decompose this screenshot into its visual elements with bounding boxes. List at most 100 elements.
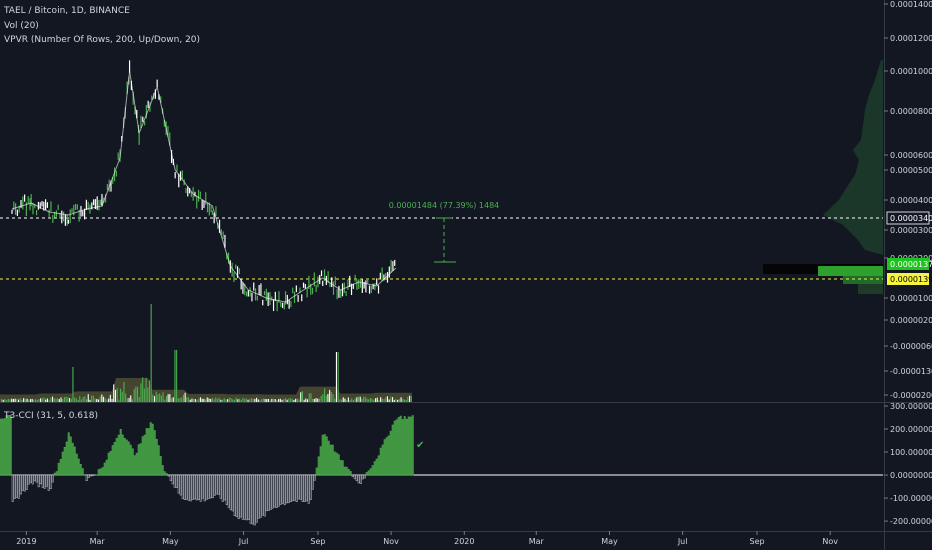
cci-bar [367,470,370,476]
cci-bar [127,441,130,476]
volume-bar [269,399,271,402]
volume-bar [339,399,341,402]
volume-bar [2,399,4,402]
volume-bar [131,399,133,402]
volume-bar [114,389,116,402]
volume-bar [351,398,353,402]
volume-bar [159,393,161,402]
cci-bar [43,474,46,489]
symbol-legend[interactable]: TAEL / Bitcoin, 1D, BINANCE [4,6,130,16]
volume-legend[interactable]: Vol (20) [4,21,39,31]
volume-bar [184,392,186,402]
volume-bar [318,398,320,402]
volume-bar [53,398,55,402]
volume-bar [147,387,149,402]
volume-bar [16,398,18,402]
volume-bar [354,398,356,402]
volume-bar [242,397,244,402]
cci-bar [373,461,376,476]
cci-bar [53,472,56,476]
cci-bar [281,474,284,504]
volume-bar [247,399,249,402]
cci-bar [193,474,196,500]
cci-bar [11,474,14,502]
cci-bar [253,474,256,526]
cci-bar [81,468,84,476]
cci-bar [99,468,102,476]
cci-legend[interactable]: T3-CCI (31, 5, 0.618) [4,411,98,421]
cci-bar [177,474,180,494]
volume-bar [169,394,171,402]
volume-bar [386,396,388,402]
cci-bar [319,446,322,476]
volume-bar [45,399,47,402]
volume-bar [257,399,259,402]
volume-bar [232,399,234,402]
volume-bar [363,396,365,402]
volume-bar [313,398,315,402]
volume-bar [405,399,407,402]
cci-bar [323,434,326,476]
cci-bar [139,443,142,476]
volume-bar [137,386,139,402]
volume-bar [334,398,336,402]
volume-bar [135,386,137,402]
volume-bar [337,352,339,402]
volume-bar [176,350,178,402]
cci-bar [349,471,352,476]
cci-bar [279,474,282,505]
volume-bar [160,395,162,402]
cci-bar [167,474,170,477]
cci-bar [51,474,54,483]
cci-bar [333,451,336,476]
volume-bar [400,397,402,402]
cci-bar [197,474,200,500]
volume-bar [245,398,247,402]
volume-bar [123,382,125,402]
volume-bar [303,399,305,402]
volume-bar [26,398,28,402]
price-tick-label: -0.00002000 [890,391,932,400]
cci-bar [73,446,76,476]
cci-bar [401,419,404,476]
cci-bar [267,474,270,511]
volume-bar [266,399,268,402]
volume-bar [213,399,215,402]
vpvr-upper-area [823,60,883,255]
volume-bar [325,395,327,402]
volume-bar [128,397,130,402]
cci-bar [289,474,292,502]
cci-tick-label: 0.00000000 [890,471,932,480]
cci-bar [69,436,72,476]
volume-bar [346,399,348,402]
volume-bar [4,399,6,402]
volume-bar [308,393,310,402]
cci-bar [21,474,24,491]
cci-bar [233,474,236,516]
volume-bar [264,398,266,402]
cci-bar [391,424,394,476]
cci-bar [173,474,176,488]
volume-bar [344,398,346,402]
cci-bar [397,417,400,476]
volume-bar [361,398,363,402]
cci-bar [157,445,160,476]
volume-bar [84,396,86,402]
volume-bar [284,398,286,402]
vpvr-bottom [858,284,883,294]
volume-bar [220,399,222,402]
cci-bar [339,459,342,476]
volume-bar [111,398,113,402]
vpvr-legend[interactable]: VPVR (Number Of Rows, 200, Up/Down, 20) [4,35,201,45]
time-tick-label: Nov [383,537,399,546]
time-tick-label: May [162,537,179,546]
cci-bar [357,474,360,484]
volume-bar [41,397,43,402]
measure-tool: 0.00001484 (77.39%) 1484 [389,201,499,263]
